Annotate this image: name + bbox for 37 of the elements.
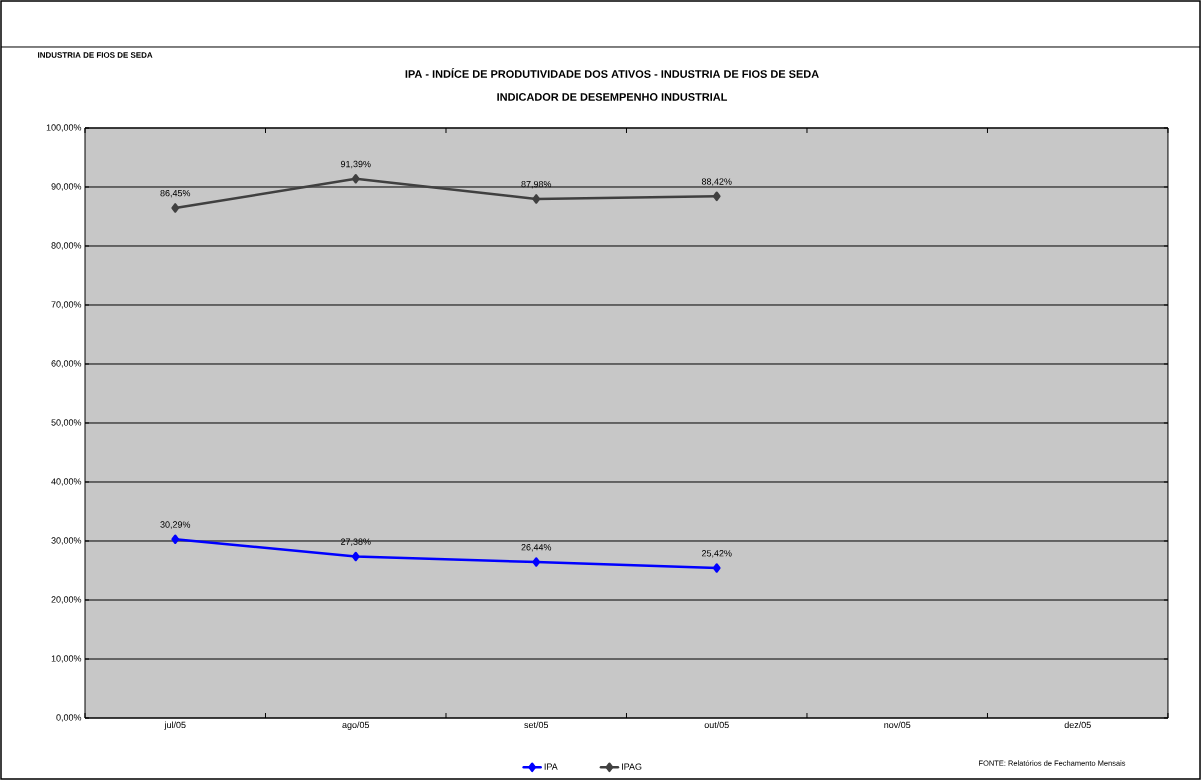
chart-title: IPA - INDÍCE DE PRODUTIVIDADE DOS ATIVOS - INDUSTRIA DE FIOS DE SEDA [405,68,819,78]
y-tick-label: 30,00% [51,537,82,545]
y-tick-label: 60,00% [51,360,82,368]
data-label: 25,42% [701,550,732,558]
y-tick-label: 70,00% [51,301,82,309]
data-label: 86,45% [160,190,191,198]
data-label: 26,44% [521,544,552,552]
y-tick-label: 80,00% [51,242,82,250]
y-tick-label: 0,00% [56,714,82,722]
y-tick-label: 100,00% [46,124,82,132]
x-tick-label: set/05 [524,721,549,729]
point [351,551,360,562]
x-tick-label: dez/05 [1064,721,1091,729]
x-tick-label: ago/05 [342,721,370,730]
y-tick-label: 10,00% [51,655,82,663]
legend-label: IPAG [622,763,642,770]
point [712,563,721,573]
point [171,534,180,545]
point [532,557,541,567]
x-tick-label: out/05 [704,721,729,729]
data-label: 87,98% [521,180,552,189]
x-tick-label: nov/05 [884,721,911,729]
y-tick-label: 40,00% [51,478,82,486]
point [171,203,180,213]
data-label: 91,39% [340,160,371,169]
point [532,194,541,204]
chart-subtitle: INDICADOR DE DESEMPENHO INDUSTRIAL [497,93,728,101]
point [712,191,721,202]
x-tick-label: jul/05 [164,721,186,730]
point [351,174,360,184]
legend-label: IPA [544,763,558,770]
y-tick-label: 90,00% [51,183,82,191]
data-label: 27,38% [340,538,371,546]
data-label: 30,29% [160,521,191,529]
data-label: 88,42% [701,178,732,186]
y-tick-label: 20,00% [51,596,82,604]
y-tick-label: 50,00% [51,419,82,427]
